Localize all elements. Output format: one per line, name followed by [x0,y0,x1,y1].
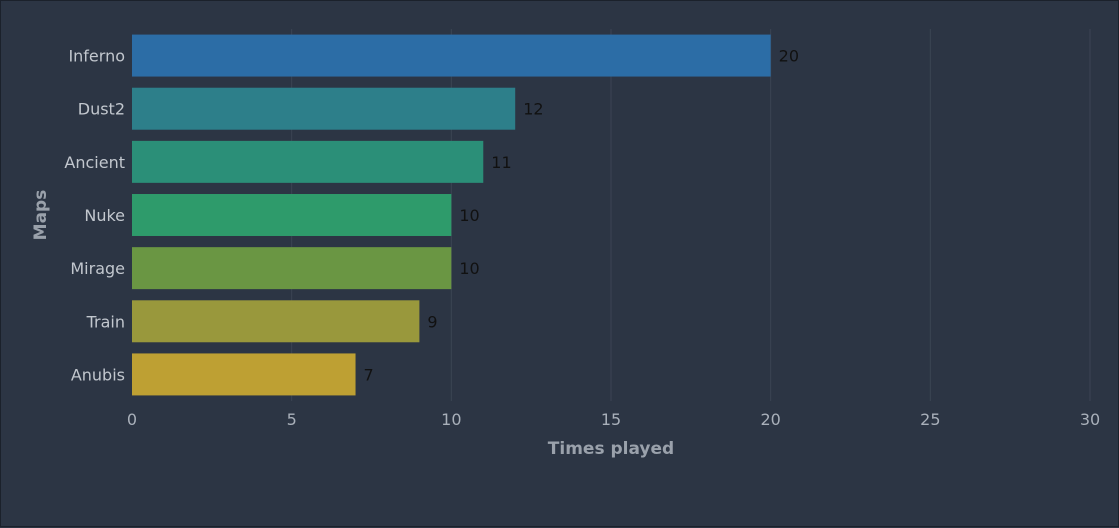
category-label: Mirage [70,259,125,278]
category-label: Nuke [84,206,125,225]
category-label: Dust2 [78,100,125,119]
x-tick-label: 25 [920,410,940,429]
bar [132,140,484,183]
data-label: 9 [427,312,437,331]
category-label: Ancient [64,153,125,172]
y-category-labels: Inferno Dust2 Ancient Nuke Mirage Train Anubis [64,47,125,385]
data-label: 7 [364,365,374,384]
bar [132,194,452,236]
category-label: Train [86,312,125,331]
category-label: Inferno [68,47,125,66]
x-tick-label: 20 [760,410,780,429]
bar [132,34,771,77]
x-tick-label: 15 [601,410,621,429]
category-label: Anubis [71,365,125,384]
bar [132,87,516,130]
bar [132,247,452,290]
bar [132,353,356,396]
x-tick-label: 0 [127,410,137,429]
x-tick-label: 10 [441,410,461,429]
data-label: 10 [459,259,479,278]
bar [132,300,420,343]
x-tick-label: 5 [287,410,297,429]
data-label: 10 [459,206,479,225]
x-tick-labels: 0 5 10 15 20 25 30 [127,410,1100,429]
data-label: 12 [523,100,543,119]
x-axis-title: Times played [548,439,674,459]
data-label: 11 [491,153,511,172]
x-tick-label: 30 [1080,410,1100,429]
bars: 20 12 11 10 10 9 7 [132,34,799,396]
data-label: 20 [779,47,799,66]
y-axis-title: Maps [31,190,51,241]
